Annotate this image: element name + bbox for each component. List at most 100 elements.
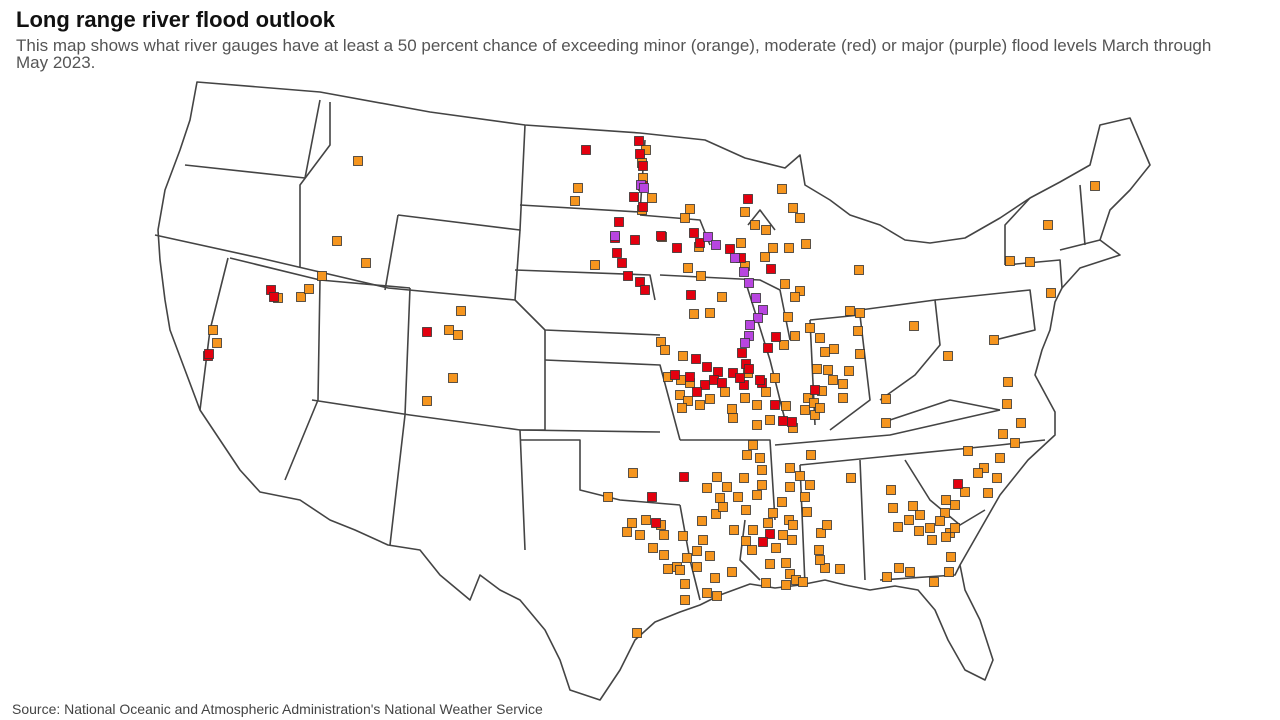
moderate-gauge-marker	[695, 238, 705, 248]
minor-gauge-marker	[998, 429, 1008, 439]
minor-gauge-marker	[777, 497, 787, 507]
minor-gauge-marker	[798, 577, 808, 587]
moderate-gauge-marker	[422, 327, 432, 337]
minor-gauge-marker	[992, 473, 1002, 483]
moderate-gauge-marker	[725, 244, 735, 254]
minor-gauge-marker	[760, 252, 770, 262]
minor-gauge-marker	[787, 535, 797, 545]
minor-gauge-marker	[812, 364, 822, 374]
minor-gauge-marker	[675, 565, 685, 575]
minor-gauge-marker	[893, 522, 903, 532]
state-borders	[154, 99, 1101, 601]
minor-gauge-marker	[935, 516, 945, 526]
moderate-gauge-marker	[700, 380, 710, 390]
minor-gauge-marker	[683, 263, 693, 273]
moderate-gauge-marker	[679, 472, 689, 482]
moderate-gauge-marker	[672, 243, 682, 253]
minor-gauge-marker	[973, 468, 983, 478]
minor-gauge-marker	[456, 306, 466, 316]
major-gauge-marker	[739, 267, 749, 277]
minor-gauge-marker	[675, 390, 685, 400]
minor-gauge-marker	[838, 393, 848, 403]
minor-gauge-marker	[778, 530, 788, 540]
minor-gauge-marker	[881, 394, 891, 404]
major-gauge-marker	[703, 232, 713, 242]
minor-gauge-marker	[757, 480, 767, 490]
minor-gauge-marker	[835, 564, 845, 574]
minor-gauge-marker	[712, 591, 722, 601]
minor-gauge-marker	[448, 373, 458, 383]
minor-gauge-marker	[761, 578, 771, 588]
minor-gauge-marker	[748, 440, 758, 450]
minor-gauge-marker	[647, 193, 657, 203]
moderate-gauge-marker	[953, 479, 963, 489]
major-gauge-marker	[758, 305, 768, 315]
minor-gauge-marker	[795, 286, 805, 296]
minor-gauge-marker	[941, 495, 951, 505]
minor-gauge-marker	[1005, 256, 1015, 266]
minor-gauge-marker	[810, 410, 820, 420]
minor-gauge-marker	[444, 325, 454, 335]
minor-gauge-marker	[886, 485, 896, 495]
moderate-gauge-marker	[629, 192, 639, 202]
moderate-gauge-marker	[581, 145, 591, 155]
minor-gauge-marker	[702, 483, 712, 493]
moderate-gauge-marker	[685, 372, 695, 382]
major-gauge-marker	[744, 278, 754, 288]
moderate-gauge-marker	[763, 343, 773, 353]
minor-gauge-marker	[790, 331, 800, 341]
moderate-gauge-marker	[778, 416, 788, 426]
minor-gauge-marker	[711, 509, 721, 519]
moderate-gauge-marker	[735, 373, 745, 383]
minor-gauge-marker	[784, 243, 794, 253]
minor-gauge-marker	[905, 567, 915, 577]
minor-gauge-marker	[761, 225, 771, 235]
minor-gauge-marker	[635, 530, 645, 540]
moderate-gauge-marker	[728, 368, 738, 378]
minor-gauge-marker	[570, 196, 580, 206]
minor-gauge-marker	[816, 528, 826, 538]
moderate-gauge-marker	[755, 375, 765, 385]
minor-gauge-marker	[768, 243, 778, 253]
minor-gauge-marker	[815, 555, 825, 565]
minor-gauge-marker	[733, 492, 743, 502]
minor-gauge-marker	[1043, 220, 1053, 230]
minor-gauge-marker	[815, 403, 825, 413]
minor-gauge-marker	[361, 258, 371, 268]
minor-gauge-marker	[715, 493, 725, 503]
major-gauge-marker	[751, 293, 761, 303]
minor-gauge-marker	[628, 468, 638, 478]
minor-gauge-marker	[946, 552, 956, 562]
minor-gauge-marker	[680, 595, 690, 605]
minor-gauge-marker	[736, 238, 746, 248]
minor-gauge-marker	[805, 480, 815, 490]
moderate-gauge-marker	[758, 537, 768, 547]
minor-gauge-marker	[317, 271, 327, 281]
moderate-gauge-marker	[651, 518, 661, 528]
minor-gauge-marker	[765, 415, 775, 425]
minor-gauge-marker	[304, 284, 314, 294]
minor-gauge-marker	[989, 335, 999, 345]
minor-gauge-marker	[815, 333, 825, 343]
minor-gauge-marker	[332, 236, 342, 246]
moderate-gauge-marker	[617, 258, 627, 268]
minor-gauge-marker	[212, 338, 222, 348]
minor-gauge-marker	[741, 536, 751, 546]
minor-gauge-marker	[781, 580, 791, 590]
minor-gauge-marker	[785, 569, 795, 579]
minor-gauge-marker	[801, 239, 811, 249]
minor-gauge-marker	[717, 292, 727, 302]
moderate-gauge-marker	[744, 364, 754, 374]
minor-gauge-marker	[845, 306, 855, 316]
minor-gauge-marker	[659, 550, 669, 560]
moderate-gauge-marker	[771, 332, 781, 342]
minor-gauge-marker	[692, 546, 702, 556]
minor-gauge-marker	[590, 260, 600, 270]
minor-gauge-marker	[755, 453, 765, 463]
moderate-gauge-marker	[640, 285, 650, 295]
minor-gauge-marker	[722, 482, 732, 492]
minor-gauge-marker	[680, 579, 690, 589]
minor-gauge-marker	[678, 531, 688, 541]
minor-gauge-marker	[814, 545, 824, 555]
moderate-gauge-marker	[623, 271, 633, 281]
